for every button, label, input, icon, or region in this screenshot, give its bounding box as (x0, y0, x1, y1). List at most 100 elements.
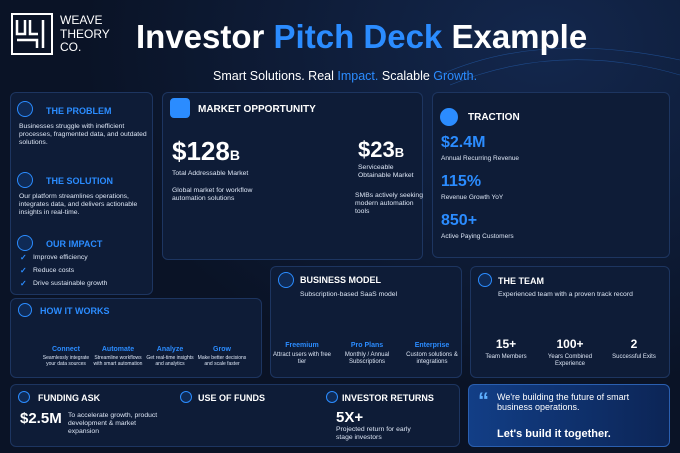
quote-mark: “ (478, 388, 489, 413)
bottom-panel (10, 384, 460, 447)
cta-panel (468, 384, 670, 447)
team-panel (470, 266, 670, 378)
decor (439, 47, 680, 76)
check: ✓ (20, 253, 27, 262)
metric-value: 850+ (441, 212, 478, 229)
tagline-highlight: Impact. (337, 69, 379, 83)
stat-value: 2 (630, 337, 638, 351)
tam-value: $128 (172, 136, 230, 166)
impact-item: Improve efficiency (33, 254, 88, 261)
icon (278, 272, 294, 288)
section-title: HOW IT WORKS (40, 306, 110, 316)
title-highlight: Pitch Deck (273, 18, 443, 55)
tagline-highlight: Growth. (433, 69, 478, 83)
section-title: THE SOLUTION (46, 176, 113, 186)
step-text: Seamlessly integrate your data sources (42, 355, 90, 367)
decor (449, 59, 680, 86)
step-text: Make better decisions and scale faster (197, 355, 247, 367)
metric-label: Revenue Growth YoY (441, 194, 504, 201)
tagline-part: Scalable (381, 69, 430, 83)
tagline-part: Smart Solutions. Real (213, 69, 334, 83)
stat-label: Team Members (485, 354, 527, 360)
section-subtitle: Experienced team with a proven track rec… (498, 291, 633, 298)
plan-title: Freemium (285, 342, 319, 349)
section-title: THE PROBLEM (46, 106, 112, 116)
icon (17, 235, 33, 251)
funding-text: To accelerate growth, product developmen… (68, 412, 158, 435)
impact-item: Drive sustainable growth (33, 280, 108, 287)
how-panel (10, 298, 262, 378)
returns-value: 5X+ (336, 409, 364, 426)
sam-label: Serviceable Obtainable Market (358, 164, 414, 179)
icon (326, 391, 338, 403)
section-title: TRACTION (468, 112, 520, 123)
icon (18, 391, 30, 403)
section-title: THE TEAM (498, 276, 544, 286)
tam-label: Total Addressable Market (172, 170, 249, 177)
stat-label: Successful Exits (612, 354, 656, 360)
logo-mark (11, 13, 53, 55)
icon (180, 391, 192, 403)
icon (17, 101, 33, 117)
market-panel (162, 92, 423, 260)
metric-value: 115% (441, 173, 482, 190)
title-part: Example (451, 18, 588, 55)
plan-title: Pro Plans (350, 342, 384, 349)
logo-glyph (15, 20, 45, 48)
tagline: Smart Solutions. Real Impact. Scalable G… (213, 69, 477, 83)
logo-line: THEORY (60, 26, 110, 41)
icon (17, 172, 33, 188)
plan-title: Enterprise (414, 342, 450, 349)
check: ✓ (20, 266, 27, 275)
section-title: INVESTOR RETURNS (342, 393, 434, 403)
metric-label: Active Paying Customers (441, 233, 514, 240)
step-title: Analyze (156, 346, 184, 353)
title-part: Investor (136, 18, 265, 55)
check: ✓ (20, 279, 27, 288)
section-title: USE OF FUNDS (198, 393, 266, 403)
stat-label: Years Combined Experience (547, 354, 593, 367)
logo-line: WEAVE (60, 13, 103, 27)
plan-text: Attract users with free tier (272, 352, 332, 365)
section-text: Businesses struggle with inefficient pro… (19, 123, 147, 146)
sam: $23B (358, 137, 404, 162)
section-subtitle: Subscription-based SaaS model (300, 291, 398, 298)
icon (440, 108, 458, 126)
metric-label: Annual Recurring Revenue (441, 155, 520, 162)
tam-desc: Global market for workflow automation so… (172, 187, 253, 202)
logo-line: CO. (60, 40, 82, 54)
funding-value: $2.5M (20, 410, 62, 427)
sam-unit: B (394, 145, 405, 160)
icon (478, 273, 492, 287)
metric-value: $2.4M (441, 134, 486, 151)
step-text: Get real-time insights and analytics (146, 355, 194, 367)
left-panel (10, 92, 153, 295)
step-text: Streamline workflows with smart automati… (93, 355, 143, 367)
sam-value: $23 (358, 137, 395, 162)
step-title: Automate (101, 346, 135, 353)
section-title: OUR IMPACT (46, 239, 103, 249)
impact-item: Reduce costs (33, 267, 75, 274)
business-panel (270, 266, 462, 378)
traction-panel (432, 92, 670, 258)
returns-text: Projected return for early stage investo… (336, 426, 411, 441)
step-title: Connect (52, 346, 80, 353)
section-title: MARKET OPPORTUNITY (198, 104, 316, 115)
stat-value: 100+ (556, 337, 584, 351)
logo-text: WEAVE THEORY CO. (60, 13, 110, 55)
stat-value: 15+ (495, 337, 517, 351)
cta-text: We're building the future of smart busin… (497, 392, 630, 413)
plan-text: Monthly / Annual Subscriptions (344, 352, 390, 365)
cta-action: Let's build it together. (497, 428, 611, 440)
plan-text: Custom solutions & integrations (406, 352, 458, 365)
tam: $128B (172, 136, 240, 167)
icon (170, 98, 190, 118)
section-title: BUSINESS MODEL (300, 275, 382, 285)
icon (18, 303, 32, 317)
title: Investor Pitch Deck Example (136, 18, 587, 56)
section-title: FUNDING ASK (38, 393, 101, 403)
step-title: Grow (213, 346, 231, 353)
tam-unit: B (229, 147, 240, 163)
section-text: Our platform streamlines operations, int… (19, 193, 138, 216)
